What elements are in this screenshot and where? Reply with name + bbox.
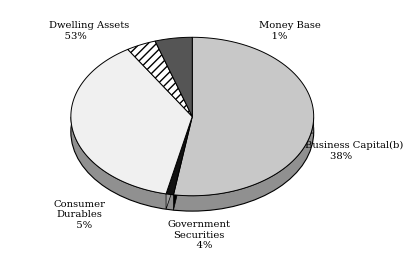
Polygon shape xyxy=(173,117,313,196)
Polygon shape xyxy=(166,117,192,195)
Polygon shape xyxy=(128,41,192,117)
Text: Business Capital(b)
        38%: Business Capital(b) 38% xyxy=(304,141,402,161)
Text: Money Base
    1%: Money Base 1% xyxy=(258,21,320,41)
Polygon shape xyxy=(173,37,313,196)
Text: Consumer
Durables
   5%: Consumer Durables 5% xyxy=(54,200,106,230)
Polygon shape xyxy=(155,37,192,117)
Polygon shape xyxy=(166,117,192,210)
Text: Dwelling Assets
     53%: Dwelling Assets 53% xyxy=(49,21,129,41)
Polygon shape xyxy=(71,117,192,209)
Text: Government
Securities
    4%: Government Securities 4% xyxy=(167,220,230,250)
Polygon shape xyxy=(71,49,192,194)
Ellipse shape xyxy=(71,53,313,211)
